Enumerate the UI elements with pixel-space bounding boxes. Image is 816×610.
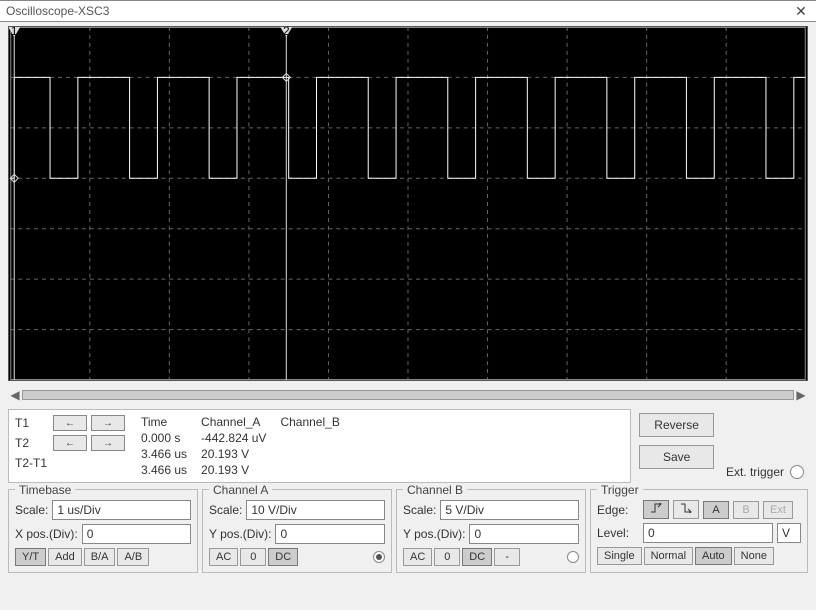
- close-icon[interactable]: ✕: [792, 3, 810, 20]
- oscilloscope-display[interactable]: 12: [8, 26, 808, 381]
- timebase-xpos-label: X pos.(Div):: [15, 527, 78, 541]
- col-time: Time: [141, 414, 201, 430]
- level-unit[interactable]: V: [777, 523, 801, 543]
- diff-chb: [280, 462, 357, 478]
- svg-text:1: 1: [11, 27, 18, 38]
- timebase-xpos-input[interactable]: 0: [82, 524, 191, 544]
- t1-cha: -442.824 uV: [201, 430, 280, 446]
- t2-chb: [280, 446, 357, 462]
- edge-fall-button[interactable]: [673, 500, 699, 519]
- chb-dc-button[interactable]: DC: [462, 548, 492, 566]
- timebase-scale-input[interactable]: 1 us/Div: [52, 500, 191, 520]
- scope-canvas: 12: [9, 27, 807, 380]
- timebase-title: Timebase: [15, 483, 75, 497]
- t2-left-button[interactable]: ←: [53, 435, 87, 451]
- scroll-left-icon[interactable]: ◀: [8, 388, 22, 402]
- chb-title: Channel B: [403, 483, 467, 497]
- diff-time: 3.466 us: [141, 462, 201, 478]
- t1-right-button[interactable]: →: [91, 415, 125, 431]
- chb-scale-input[interactable]: 5 V/Div: [440, 500, 579, 520]
- cha-scale-input[interactable]: 10 V/Div: [246, 500, 385, 520]
- scroll-right-icon[interactable]: ▶: [794, 388, 808, 402]
- mode-ba-button[interactable]: B/A: [84, 548, 116, 566]
- cursor-readout-panel: T1 ← → T2 ← → T2-T1 Time Channel_A Chann…: [8, 409, 631, 483]
- chb-scale-label: Scale:: [403, 503, 436, 517]
- chb-ac-button[interactable]: AC: [403, 548, 432, 566]
- edge-label: Edge:: [597, 503, 639, 517]
- level-label: Level:: [597, 526, 639, 540]
- mode-ab-button[interactable]: A/B: [117, 548, 149, 566]
- cha-ac-button[interactable]: AC: [209, 548, 238, 566]
- chb-ypos-input[interactable]: 0: [469, 524, 579, 544]
- cha-enable-radio[interactable]: [373, 551, 385, 563]
- t2-time: 3.466 us: [141, 446, 201, 462]
- trig-none-button[interactable]: None: [734, 547, 774, 565]
- edge-a-button[interactable]: A: [703, 501, 729, 519]
- edge-b-button[interactable]: B: [733, 501, 759, 519]
- cha-title: Channel A: [209, 483, 272, 497]
- t1-left-button[interactable]: ←: [53, 415, 87, 431]
- trigger-group: Trigger Edge: A B Ext Level: 0 V Single …: [590, 489, 808, 573]
- svg-text:2: 2: [283, 27, 290, 38]
- chb-enable-radio[interactable]: [567, 551, 579, 563]
- channel-a-group: Channel A Scale: 10 V/Div Y pos.(Div): 0…: [202, 489, 392, 573]
- ext-trigger-label: Ext. trigger: [726, 465, 784, 479]
- trigger-title: Trigger: [597, 483, 643, 497]
- col-cha: Channel_A: [201, 414, 280, 430]
- cursor-table: Time Channel_A Channel_B 0.000 s -442.82…: [131, 410, 368, 482]
- diff-cha: 20.193 V: [201, 462, 280, 478]
- chb-ypos-label: Y pos.(Div):: [403, 527, 465, 541]
- cha-dc-button[interactable]: DC: [268, 548, 298, 566]
- ext-trigger-radio[interactable]: [790, 465, 804, 479]
- edge-ext-button[interactable]: Ext: [763, 501, 793, 519]
- edge-rise-button[interactable]: [643, 500, 669, 519]
- trig-auto-button[interactable]: Auto: [695, 547, 732, 565]
- reverse-button[interactable]: Reverse: [639, 413, 714, 437]
- t1-label: T1: [15, 416, 49, 430]
- t2-right-button[interactable]: →: [91, 435, 125, 451]
- cha-zero-button[interactable]: 0: [240, 548, 266, 566]
- trig-single-button[interactable]: Single: [597, 547, 642, 565]
- t2-label: T2: [15, 436, 49, 450]
- t2t1-label: T2-T1: [15, 456, 55, 470]
- mode-add-button[interactable]: Add: [48, 548, 82, 566]
- cha-ypos-label: Y pos.(Div):: [209, 527, 271, 541]
- timebase-group: Timebase Scale: 1 us/Div X pos.(Div): 0 …: [8, 489, 198, 573]
- level-input[interactable]: 0: [643, 523, 773, 543]
- col-chb: Channel_B: [280, 414, 357, 430]
- save-button[interactable]: Save: [639, 445, 714, 469]
- cha-ypos-input[interactable]: 0: [275, 524, 385, 544]
- horizontal-scrollbar[interactable]: ◀ ▶: [8, 387, 808, 403]
- channel-b-group: Channel B Scale: 5 V/Div Y pos.(Div): 0 …: [396, 489, 586, 573]
- titlebar: Oscilloscope-XSC3 ✕: [0, 0, 816, 22]
- scrollbar-track[interactable]: [22, 390, 794, 400]
- trig-normal-button[interactable]: Normal: [644, 547, 693, 565]
- cha-scale-label: Scale:: [209, 503, 242, 517]
- window-title: Oscilloscope-XSC3: [6, 4, 792, 18]
- chb-minus-button[interactable]: -: [494, 548, 520, 566]
- mode-yt-button[interactable]: Y/T: [15, 548, 46, 566]
- timebase-scale-label: Scale:: [15, 503, 48, 517]
- t2-cha: 20.193 V: [201, 446, 280, 462]
- t1-chb: [280, 430, 357, 446]
- chb-zero-button[interactable]: 0: [434, 548, 460, 566]
- t1-time: 0.000 s: [141, 430, 201, 446]
